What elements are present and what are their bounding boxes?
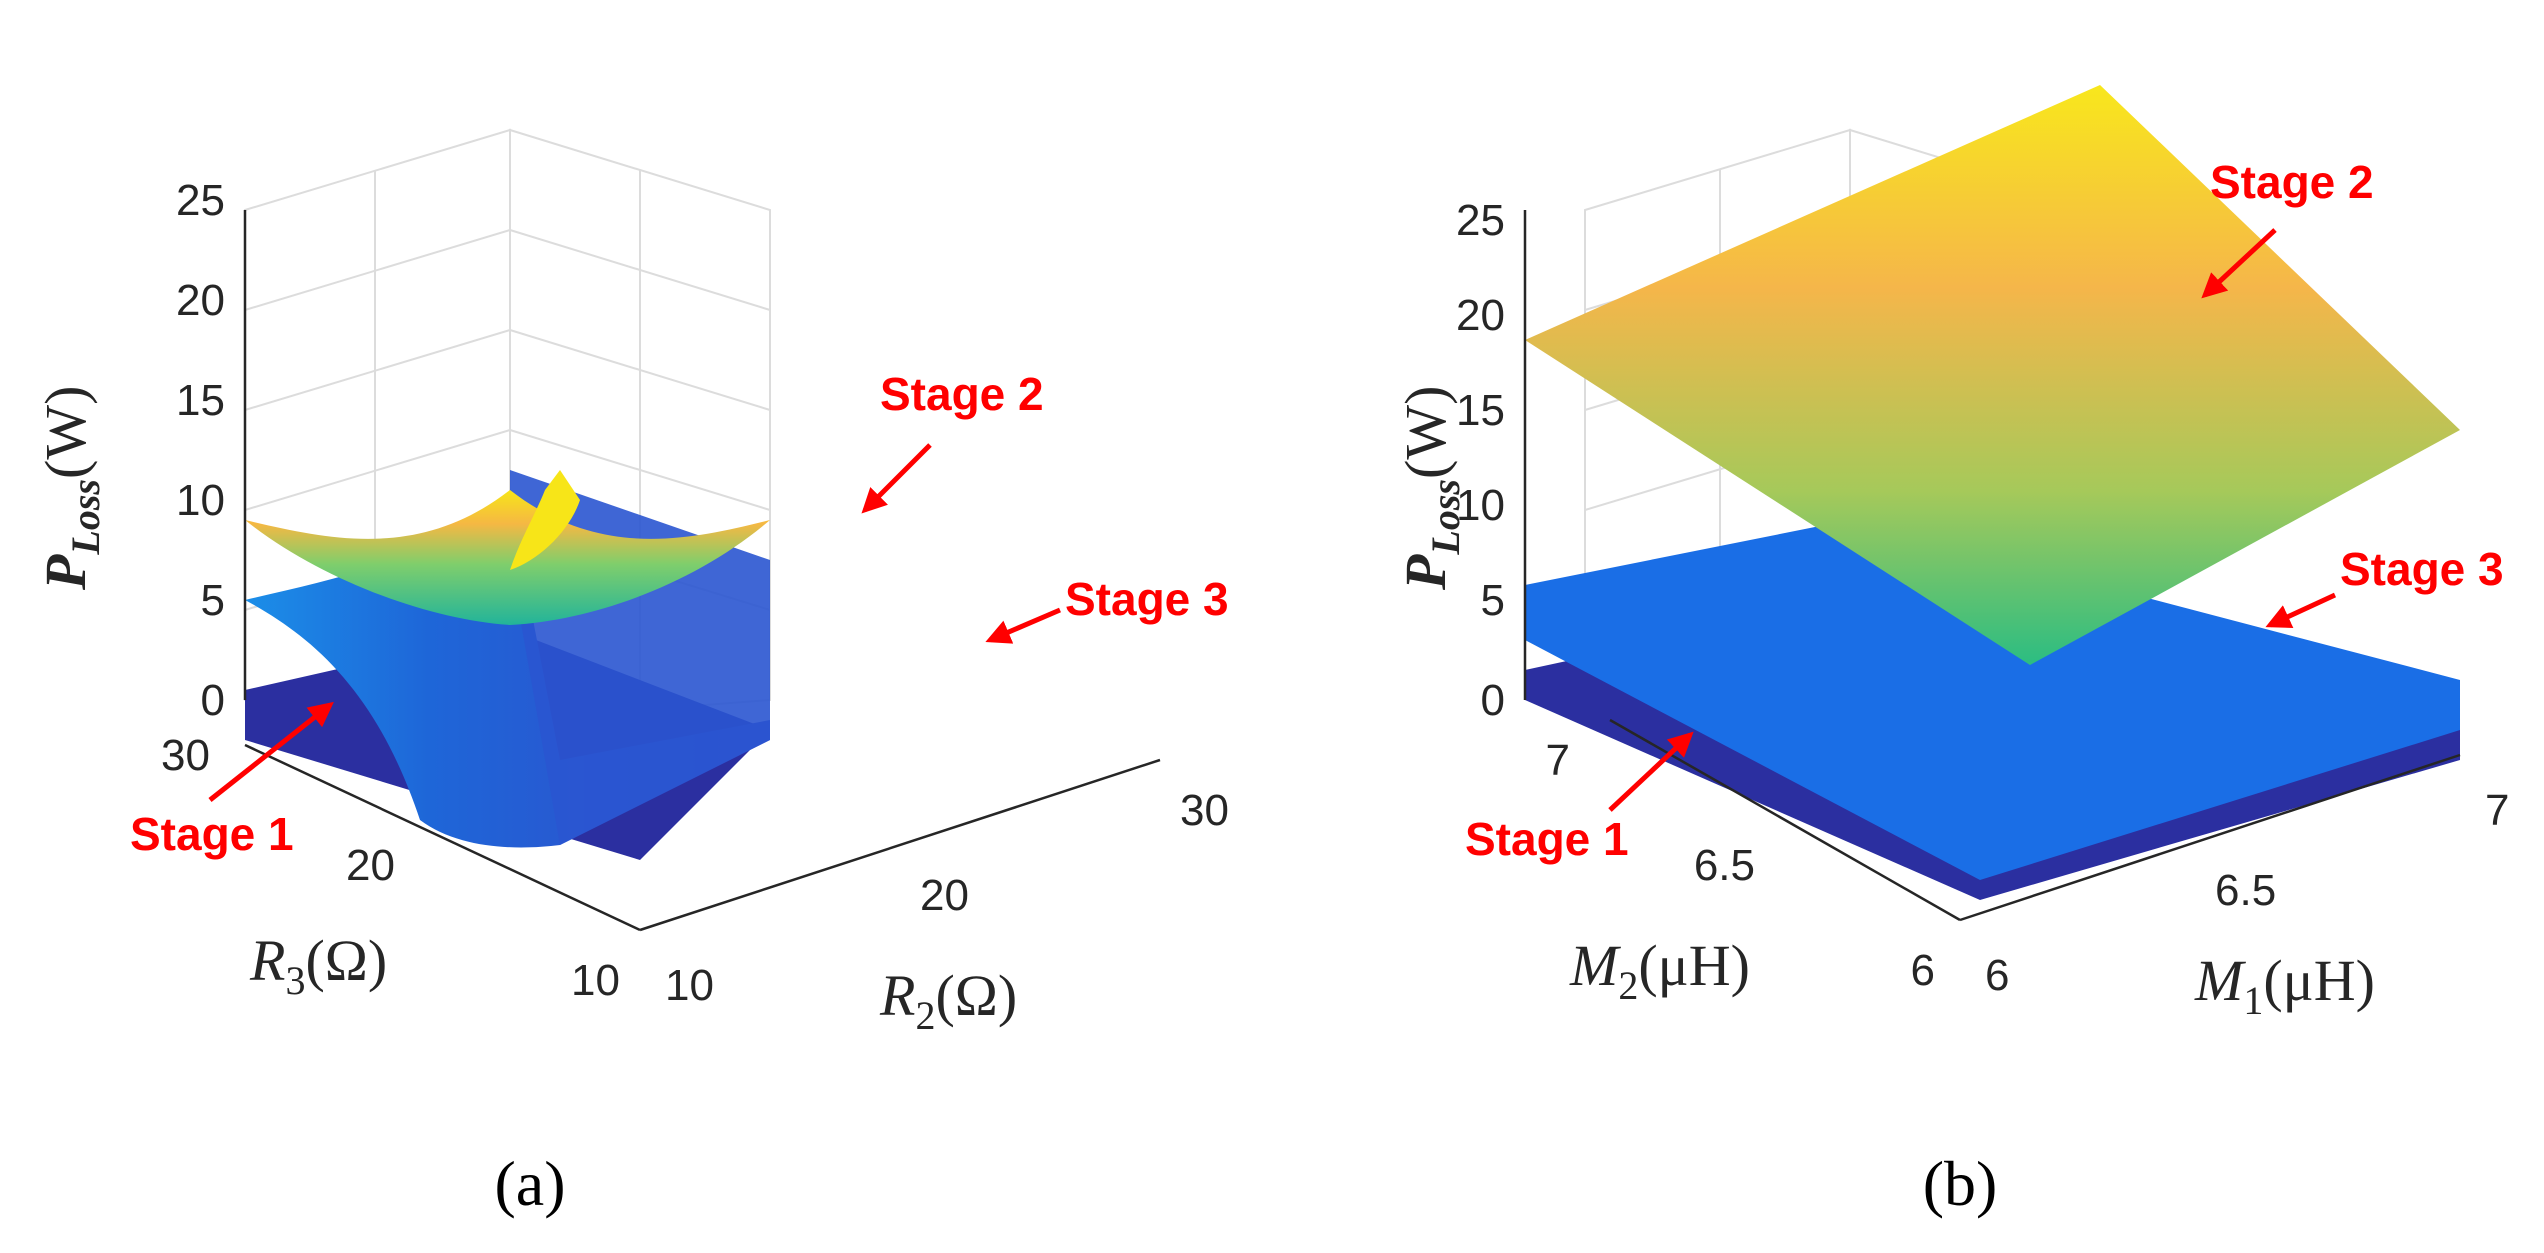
x-tick: 6 [1985, 951, 2009, 1000]
z-tick: 20 [176, 276, 225, 325]
z-tick: 25 [1456, 196, 1505, 245]
panel-b-stage1-arrow [1608, 731, 1694, 812]
x-tick: 6.5 [2215, 866, 2276, 915]
y-tick: 20 [346, 841, 395, 890]
panel-a-z-ticks: 25 20 15 10 5 0 [176, 176, 225, 725]
panel-b-label: (b) [1923, 1148, 1998, 1219]
y-tick: 7 [1546, 736, 1570, 785]
z-tick: 25 [176, 176, 225, 225]
panel-b-stage2-surface [1525, 85, 2460, 665]
panel-b-x-axis [1959, 753, 2461, 922]
panel-b: 25 20 15 10 5 0 7 6.5 6 6 6.5 7 PLoss(W)… [1393, 85, 2509, 1219]
z-tick: 20 [1456, 291, 1505, 340]
panel-a-stage2-arrow [861, 443, 932, 514]
panel-a-stage1-label: Stage 1 [130, 808, 294, 860]
z-tick: 10 [176, 476, 225, 525]
panel-a-label: (a) [494, 1148, 565, 1219]
x-tick: 7 [2485, 786, 2509, 835]
x-tick: 10 [665, 961, 714, 1010]
panel-b-y-label: M2(μH) [1569, 933, 1750, 1008]
panel-a-x-axis [639, 758, 1161, 932]
panel-b-z-ticks: 25 20 15 10 5 0 [1456, 196, 1505, 725]
panel-b-y-ticks: 7 6.5 6 [1546, 736, 1935, 995]
z-tick: 5 [1481, 576, 1505, 625]
panel-b-x-label: M1(μH) [2194, 948, 2375, 1023]
x-tick: 30 [1180, 786, 1229, 835]
panel-b-stage1-label: Stage 1 [1465, 813, 1629, 865]
panel-a-y-ticks: 30 20 10 [161, 731, 620, 1005]
panel-a-stage1-arrow [208, 701, 334, 802]
x-tick: 20 [920, 871, 969, 920]
panel-a-stage2-surface [245, 490, 770, 625]
panel-a: 25 20 15 10 5 0 30 20 10 10 20 30 PLoss(… [33, 128, 1229, 1219]
z-tick: 15 [1456, 386, 1505, 435]
z-tick: 0 [1481, 676, 1505, 725]
panel-a-z-label: PLoss(W) [33, 386, 108, 591]
panel-a-y-label: R3(Ω) [249, 928, 387, 1003]
panel-a-y-axis [244, 743, 641, 932]
panel-b-stage2-label: Stage 2 [2210, 156, 2374, 208]
panel-b-z-label: PLoss(W) [1393, 386, 1468, 591]
y-tick: 6 [1911, 946, 1935, 995]
panel-a-stage3-label: Stage 3 [1065, 573, 1229, 625]
panel-a-stage2-peak [510, 470, 580, 570]
z-tick: 0 [201, 676, 225, 725]
y-tick: 30 [161, 731, 210, 780]
panel-a-stage3-arrow [985, 607, 1061, 644]
z-tick: 15 [176, 376, 225, 425]
z-tick: 10 [1456, 481, 1505, 530]
panel-b-stage3-label: Stage 3 [2340, 543, 2504, 595]
z-tick: 5 [201, 576, 225, 625]
panel-b-stage3-surface [1525, 520, 2460, 880]
panel-b-stage3-arrow [2265, 592, 2337, 628]
panel-b-x-ticks: 6 6.5 7 [1985, 786, 2509, 1000]
panel-a-x-ticks: 10 20 30 [665, 786, 1229, 1010]
panel-b-stage2-arrow [2201, 228, 2277, 299]
panel-a-stage2-label: Stage 2 [880, 368, 1044, 420]
y-tick: 6.5 [1694, 841, 1755, 890]
panel-a-x-label: R2(Ω) [879, 963, 1017, 1038]
y-tick: 10 [571, 956, 620, 1005]
